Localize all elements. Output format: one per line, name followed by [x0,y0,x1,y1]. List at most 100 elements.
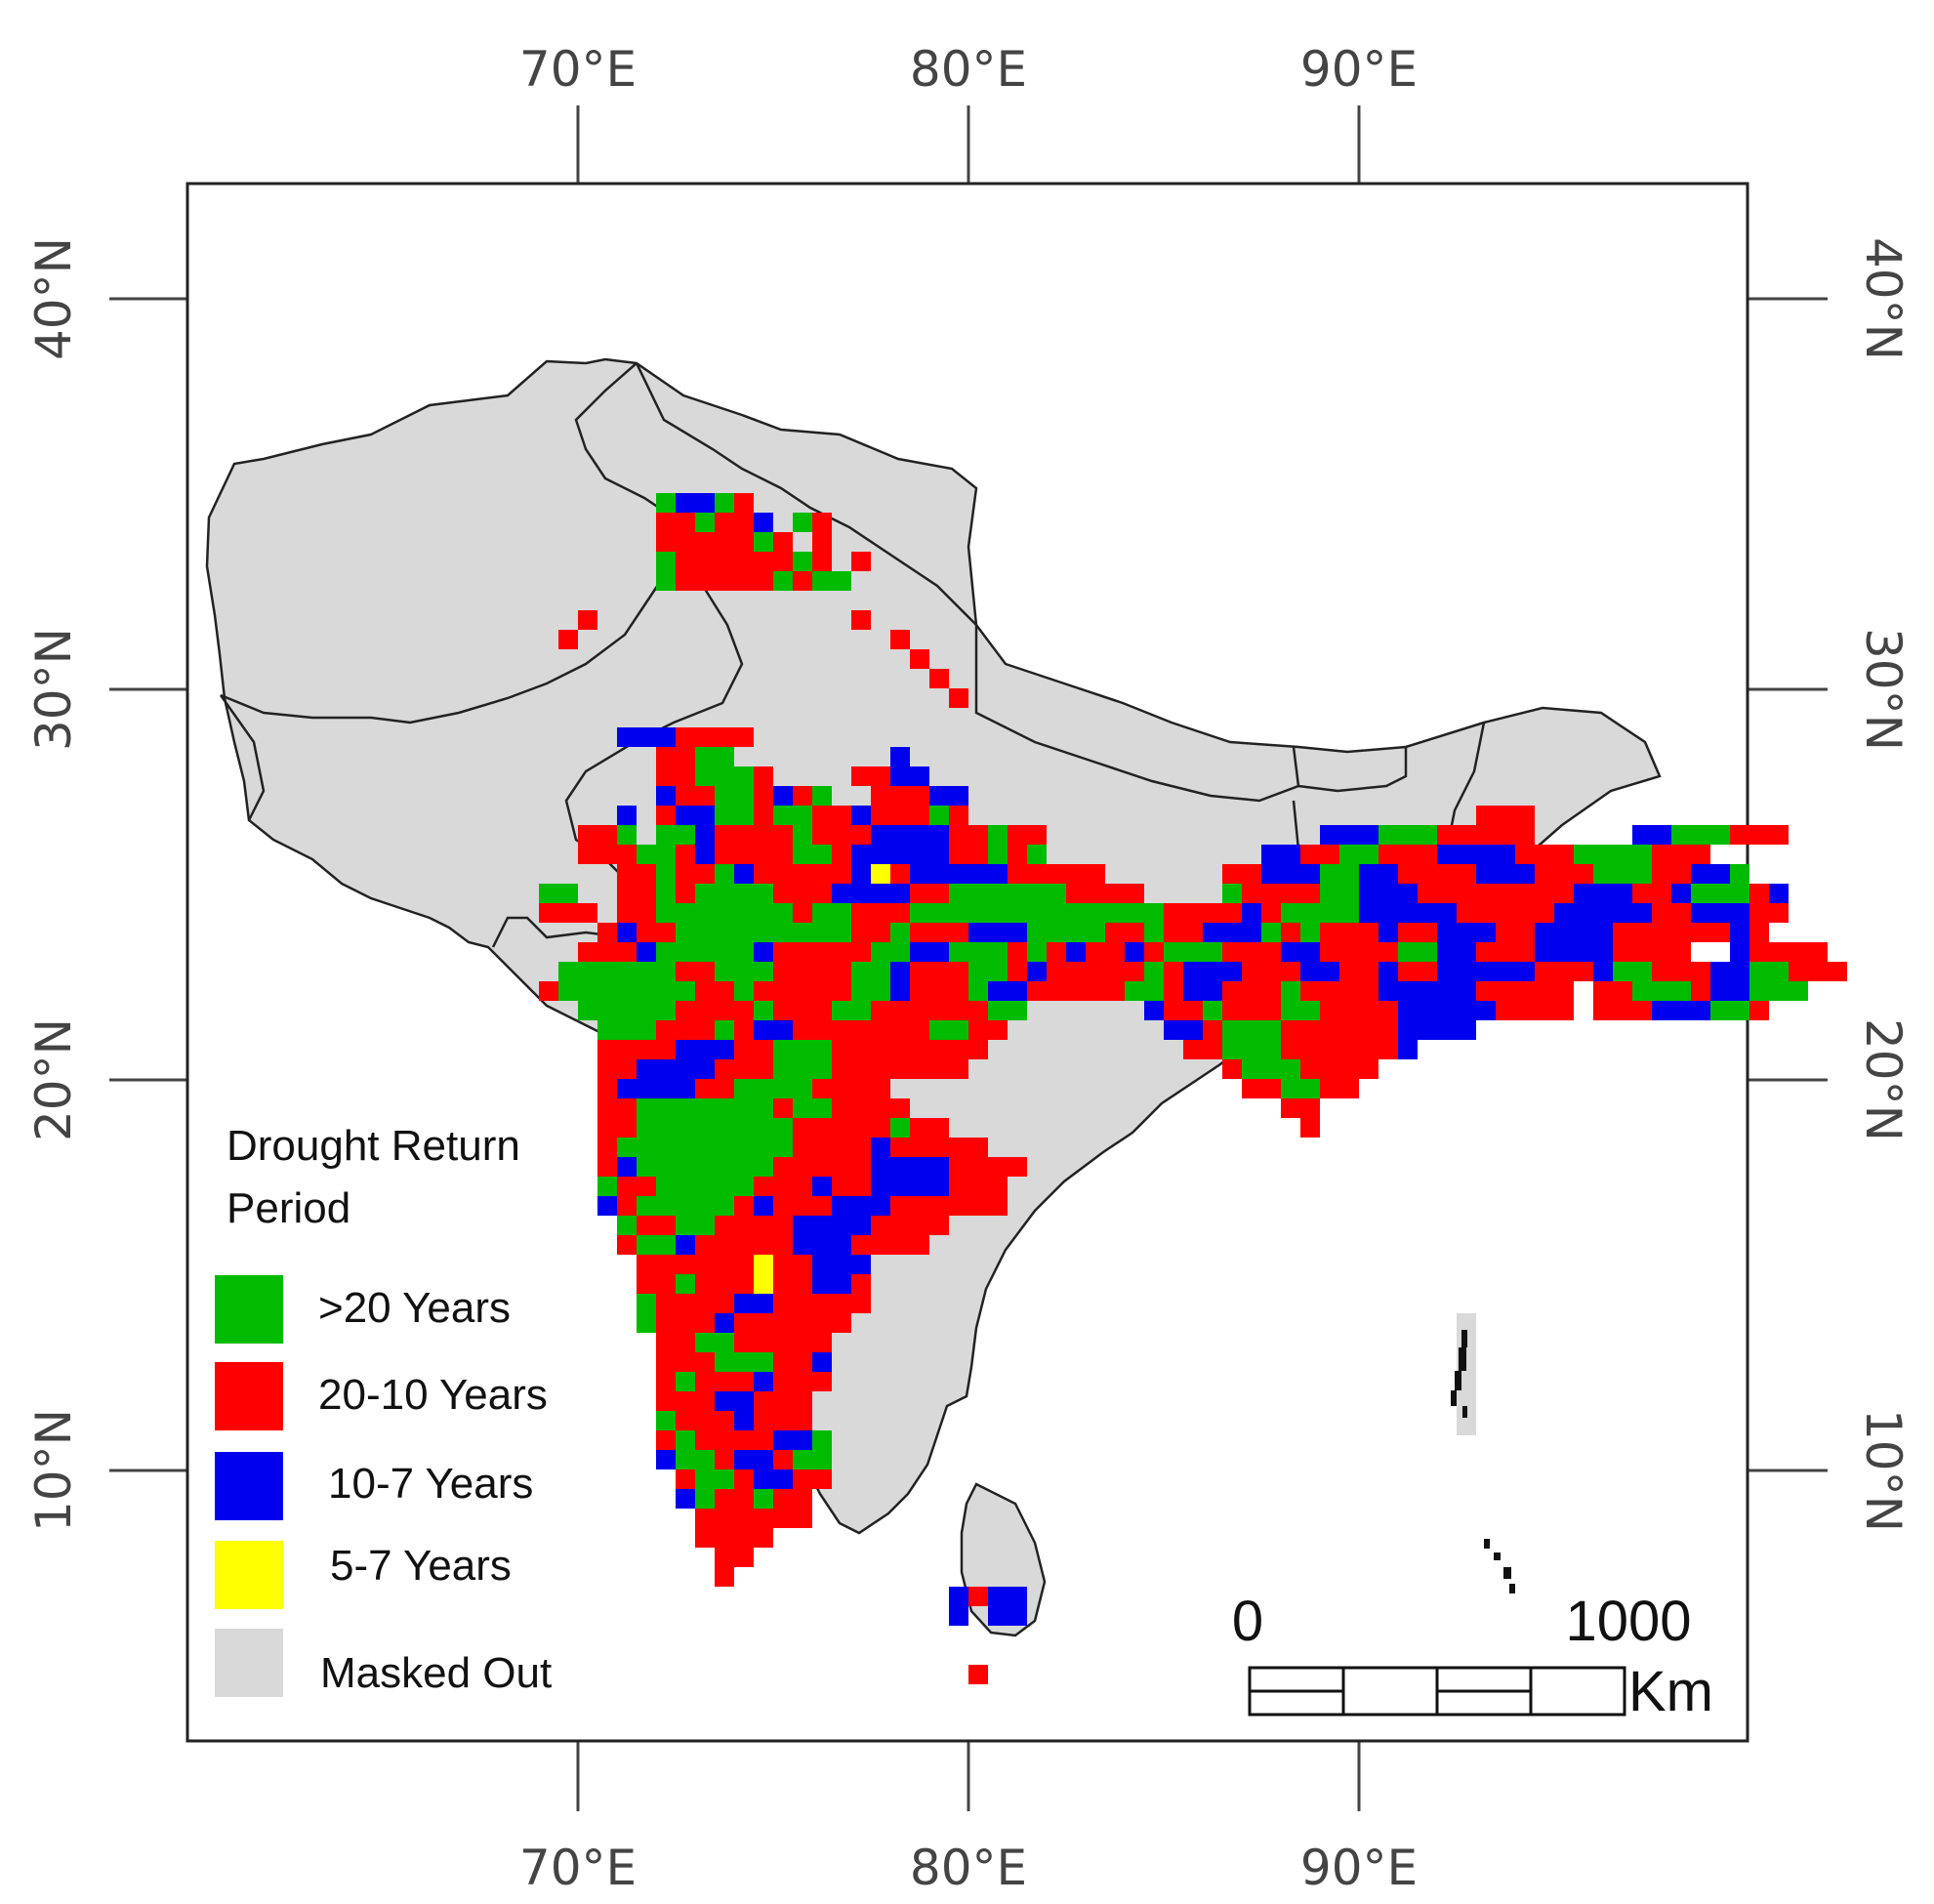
drought-cell [793,1235,812,1255]
drought-cell [1378,825,1398,845]
drought-cell [1203,1020,1222,1040]
drought-cell [734,1098,754,1118]
drought-cell [656,884,676,903]
drought-cell [558,962,578,981]
drought-cell [1769,884,1789,903]
drought-cell [695,962,715,981]
drought-cell [1320,981,1339,1001]
drought-cell [1398,981,1418,1001]
drought-cell [1710,962,1730,981]
drought-cell [1574,923,1593,942]
drought-cell [871,923,890,942]
drought-cell [1339,864,1359,884]
drought-cell [1339,1079,1359,1098]
drought-cell [754,1196,773,1216]
drought-cell [1671,845,1691,864]
drought-cell [910,1235,929,1255]
drought-cell [910,923,929,942]
drought-cell [773,532,793,552]
drought-cell [773,1274,793,1294]
drought-cell [754,864,773,884]
drought-cell [1691,981,1710,1001]
drought-cell [871,1235,890,1255]
drought-cell [1378,962,1398,981]
drought-cell [754,923,773,942]
drought-cell [890,825,910,845]
drought-cell [851,1020,871,1040]
drought-cell [1652,903,1671,923]
drought-cell [637,1313,656,1333]
drought-cell [793,513,812,532]
drought-cell [656,1118,676,1138]
drought-cell [1300,864,1320,884]
drought-cell [1613,864,1632,884]
drought-cell [715,1020,734,1040]
drought-cell [890,1177,910,1196]
drought-cell [695,884,715,903]
drought-cell [715,884,734,903]
drought-cell [1652,923,1671,942]
drought-cell [988,942,1008,962]
drought-cell [1320,1079,1339,1098]
drought-cell [1515,845,1535,864]
drought-cell [1339,903,1359,923]
drought-cell [1613,884,1632,903]
drought-cell [734,513,754,532]
drought-cell [617,727,637,747]
drought-cell [1300,1040,1320,1059]
drought-cell [676,1177,695,1196]
drought-cell [1125,942,1144,962]
drought-cell [773,1098,793,1118]
drought-cell [637,923,656,942]
drought-cell [695,1138,715,1157]
drought-cell [656,845,676,864]
drought-cell [637,962,656,981]
drought-cell [1261,1001,1281,1020]
drought-cell [929,786,949,806]
drought-cell [734,1469,754,1489]
drought-cell [754,1138,773,1157]
drought-cell [1515,962,1535,981]
drought-cell [695,1313,715,1333]
drought-cell [754,1489,773,1509]
drought-cell [637,1079,656,1098]
drought-cell [1261,864,1281,884]
drought-cell [1183,981,1203,1001]
drought-cell [890,942,910,962]
drought-cell [637,1255,656,1274]
drought-cell [1437,825,1457,845]
drought-cell [656,1391,676,1411]
drought-cell [1691,923,1710,942]
drought-cell [1730,981,1749,1001]
drought-cell [871,864,890,884]
drought-cell [754,1040,773,1059]
drought-cell [1008,884,1027,903]
drought-cell [871,903,890,923]
drought-cell [1593,1001,1613,1020]
drought-cell [597,1196,617,1216]
drought-cell [1222,864,1242,884]
drought-cell [1339,923,1359,942]
drought-cell [1730,825,1749,845]
drought-cell [1203,962,1222,981]
drought-cell [1183,903,1203,923]
drought-cell [773,1333,793,1352]
drought-cell [676,1294,695,1313]
drought-cell [832,923,851,942]
drought-cell [734,1528,754,1548]
drought-cell [656,1411,676,1430]
drought-cell [1476,903,1496,923]
drought-cell [773,552,793,571]
drought-cell [695,1001,715,1020]
drought-cell [793,1372,812,1391]
drought-cell [637,845,656,864]
drought-cell [1476,981,1496,1001]
drought-cell [988,962,1008,981]
drought-cell [1730,1001,1749,1020]
drought-cell [1789,962,1808,981]
drought-cell [637,942,656,962]
drought-cell [1359,942,1378,962]
drought-cell [656,493,676,513]
drought-cell [773,1001,793,1020]
drought-cell [1632,845,1652,864]
